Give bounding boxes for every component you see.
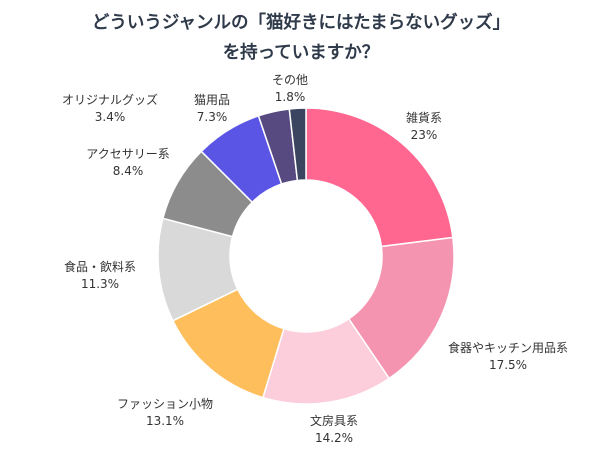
- slice-value-7: 3.4%: [95, 110, 126, 124]
- chart-title-line-1: どういうジャンルの「猫好きにはたまらないグッズ」: [92, 12, 510, 33]
- chart-title-line-2: を持っていますか？: [223, 42, 380, 63]
- slice-label-2: 文房具系: [310, 413, 358, 428]
- slice-label-5: アクセサリー系: [86, 147, 169, 161]
- slice-value-8: 1.8%: [275, 90, 306, 104]
- slice-value-6: 7.3%: [197, 110, 228, 124]
- slice-label-0: 雑貨系: [406, 110, 442, 125]
- slice-value-3: 13.1%: [146, 414, 184, 428]
- slice-value-2: 14.2%: [315, 431, 353, 445]
- slice-value-5: 8.4%: [113, 164, 144, 178]
- slice-label-1: 食器やキッチン用品系: [448, 340, 568, 355]
- donut-slice-0: [305, 107, 454, 248]
- slice-label-7: オリジナルグッズ: [62, 92, 158, 107]
- slice-label-3: ファッション小物: [117, 397, 213, 411]
- chart-title: どういうジャンルの「猫好きにはたまらないグッズ」 を持っていますか？: [92, 12, 510, 63]
- slice-value-4: 11.3%: [81, 277, 119, 291]
- slice-label-8: その他: [272, 73, 308, 87]
- donut-slices: [157, 107, 455, 405]
- donut-slice-8: [288, 107, 307, 182]
- slice-value-0: 23%: [411, 128, 438, 142]
- slice-value-1: 17.5%: [489, 358, 527, 372]
- slice-label-6: 猫用品: [194, 93, 230, 107]
- slice-label-4: 食品・飲料系: [64, 259, 136, 274]
- donut-slice-1: [347, 236, 455, 380]
- slice-labels: 雑貨系 23% 食器やキッチン用品系 17.5% 文房具系 14.2% ファッション小物 13…: [62, 73, 568, 445]
